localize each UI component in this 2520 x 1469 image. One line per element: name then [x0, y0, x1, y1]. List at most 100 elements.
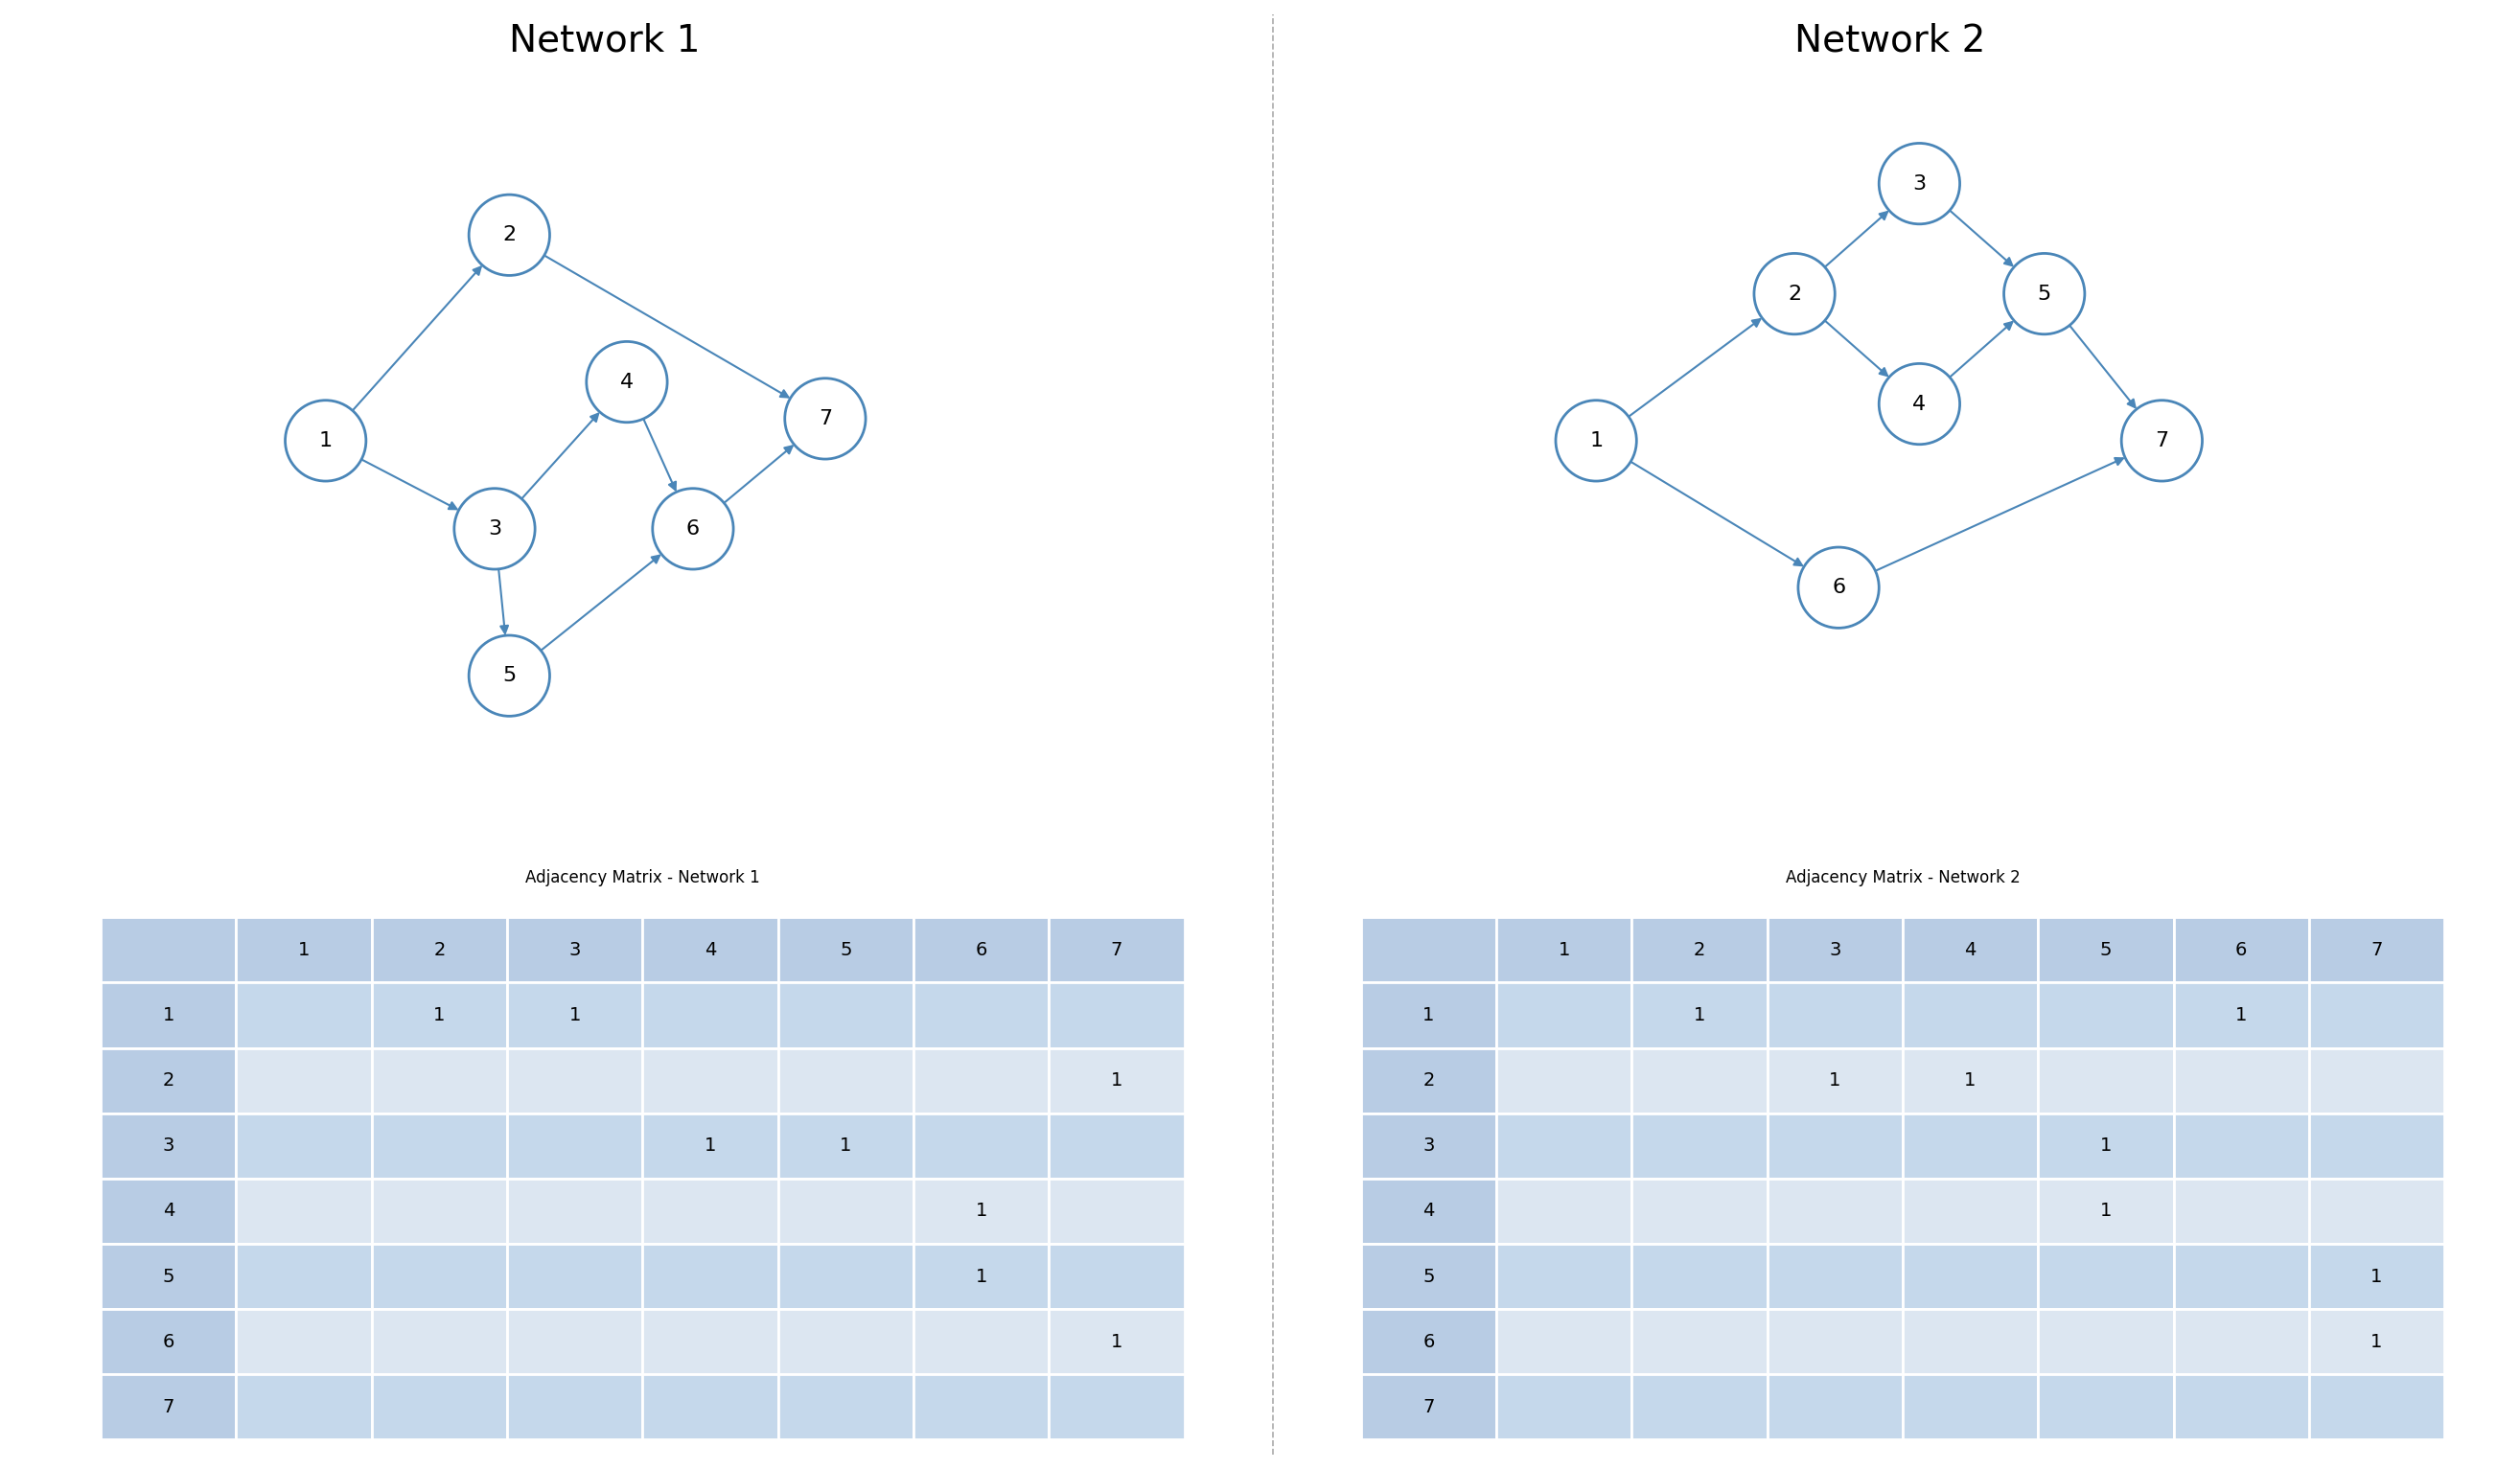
Bar — [912, 917, 1048, 983]
Bar — [912, 1375, 1048, 1440]
Text: 1: 1 — [706, 1137, 716, 1155]
Bar — [1497, 917, 1633, 983]
Bar — [1048, 1309, 1184, 1375]
Text: 5: 5 — [1421, 1268, 1434, 1285]
Bar — [237, 983, 370, 1047]
Text: 2: 2 — [433, 940, 446, 959]
Text: 3: 3 — [570, 940, 580, 959]
Bar — [507, 917, 643, 983]
Bar — [912, 983, 1048, 1047]
Bar — [2172, 1047, 2308, 1114]
Text: 6: 6 — [975, 940, 988, 959]
Bar — [2308, 1114, 2444, 1178]
Text: 1: 1 — [2099, 1137, 2112, 1155]
Bar — [370, 1047, 507, 1114]
Bar — [507, 1178, 643, 1244]
Bar — [101, 917, 237, 983]
Bar — [1767, 1047, 1903, 1114]
Text: 1: 1 — [975, 1202, 988, 1221]
Bar — [2039, 917, 2175, 983]
Bar — [643, 1178, 779, 1244]
Bar — [1903, 1309, 2039, 1375]
Text: 7: 7 — [164, 1398, 174, 1416]
Bar — [237, 1047, 370, 1114]
Bar — [1048, 1375, 1184, 1440]
Bar — [370, 1178, 507, 1244]
Bar — [1048, 917, 1184, 983]
Text: 6: 6 — [164, 1332, 174, 1351]
Bar — [101, 1178, 237, 1244]
Bar — [779, 1375, 912, 1440]
Bar — [1361, 1047, 1497, 1114]
Bar — [1497, 1178, 1633, 1244]
Bar — [779, 917, 912, 983]
Text: 4: 4 — [164, 1202, 174, 1221]
Bar — [2308, 1178, 2444, 1244]
Text: 3: 3 — [1424, 1137, 1434, 1155]
Bar — [1048, 1114, 1184, 1178]
Bar — [912, 1178, 1048, 1244]
Text: 1: 1 — [2371, 1332, 2381, 1351]
Bar — [643, 983, 779, 1047]
Bar — [370, 917, 507, 983]
Bar — [507, 1114, 643, 1178]
Bar — [1497, 1114, 1633, 1178]
Bar — [1633, 1178, 1767, 1244]
Text: 1: 1 — [2235, 1006, 2248, 1024]
Text: 3: 3 — [1913, 173, 1925, 194]
Text: 1: 1 — [433, 1006, 446, 1024]
Bar — [1767, 1244, 1903, 1309]
Bar — [1903, 1244, 2039, 1309]
Bar — [101, 1047, 237, 1114]
Bar — [370, 1244, 507, 1309]
Bar — [1903, 1047, 2039, 1114]
Bar — [1633, 1244, 1767, 1309]
Bar — [1361, 983, 1497, 1047]
Text: Adjacency Matrix - Network 2: Adjacency Matrix - Network 2 — [1784, 870, 2021, 887]
Text: 1: 1 — [2371, 1268, 2381, 1285]
Text: 4: 4 — [1966, 940, 1976, 959]
Bar — [779, 1047, 912, 1114]
Text: 7: 7 — [2155, 430, 2170, 451]
Bar — [912, 1114, 1048, 1178]
Bar — [2039, 1244, 2175, 1309]
Bar — [1633, 1375, 1767, 1440]
Bar — [1361, 917, 1497, 983]
Bar — [2039, 983, 2175, 1047]
Text: 1: 1 — [570, 1006, 580, 1024]
Bar — [1903, 1178, 2039, 1244]
Text: Network 1: Network 1 — [509, 22, 701, 59]
Bar — [2172, 983, 2308, 1047]
Bar — [1767, 917, 1903, 983]
Bar — [101, 983, 237, 1047]
Bar — [237, 1309, 370, 1375]
Circle shape — [1799, 548, 1880, 629]
Bar — [1361, 1114, 1497, 1178]
Text: 6: 6 — [2235, 940, 2248, 959]
Text: 2: 2 — [501, 225, 517, 245]
Bar — [1767, 1178, 1903, 1244]
Text: 4: 4 — [620, 372, 633, 392]
Bar — [1048, 1178, 1184, 1244]
Bar — [1767, 1375, 1903, 1440]
Bar — [1497, 1375, 1633, 1440]
Text: 4: 4 — [706, 940, 716, 959]
Circle shape — [2003, 253, 2084, 335]
Bar — [643, 917, 779, 983]
Text: 3: 3 — [1830, 940, 1840, 959]
Bar — [1048, 1047, 1184, 1114]
Bar — [1497, 1244, 1633, 1309]
Bar — [2172, 1309, 2308, 1375]
Circle shape — [454, 488, 534, 570]
Text: Adjacency Matrix - Network 1: Adjacency Matrix - Network 1 — [524, 870, 761, 887]
Text: Network 2: Network 2 — [1794, 22, 1986, 59]
Text: 1: 1 — [1590, 430, 1603, 451]
Bar — [1767, 1114, 1903, 1178]
Bar — [779, 983, 912, 1047]
Circle shape — [285, 401, 365, 482]
Bar — [1361, 1178, 1497, 1244]
Circle shape — [653, 488, 733, 570]
Bar — [1497, 1047, 1633, 1114]
Bar — [370, 1375, 507, 1440]
Text: 3: 3 — [164, 1137, 174, 1155]
